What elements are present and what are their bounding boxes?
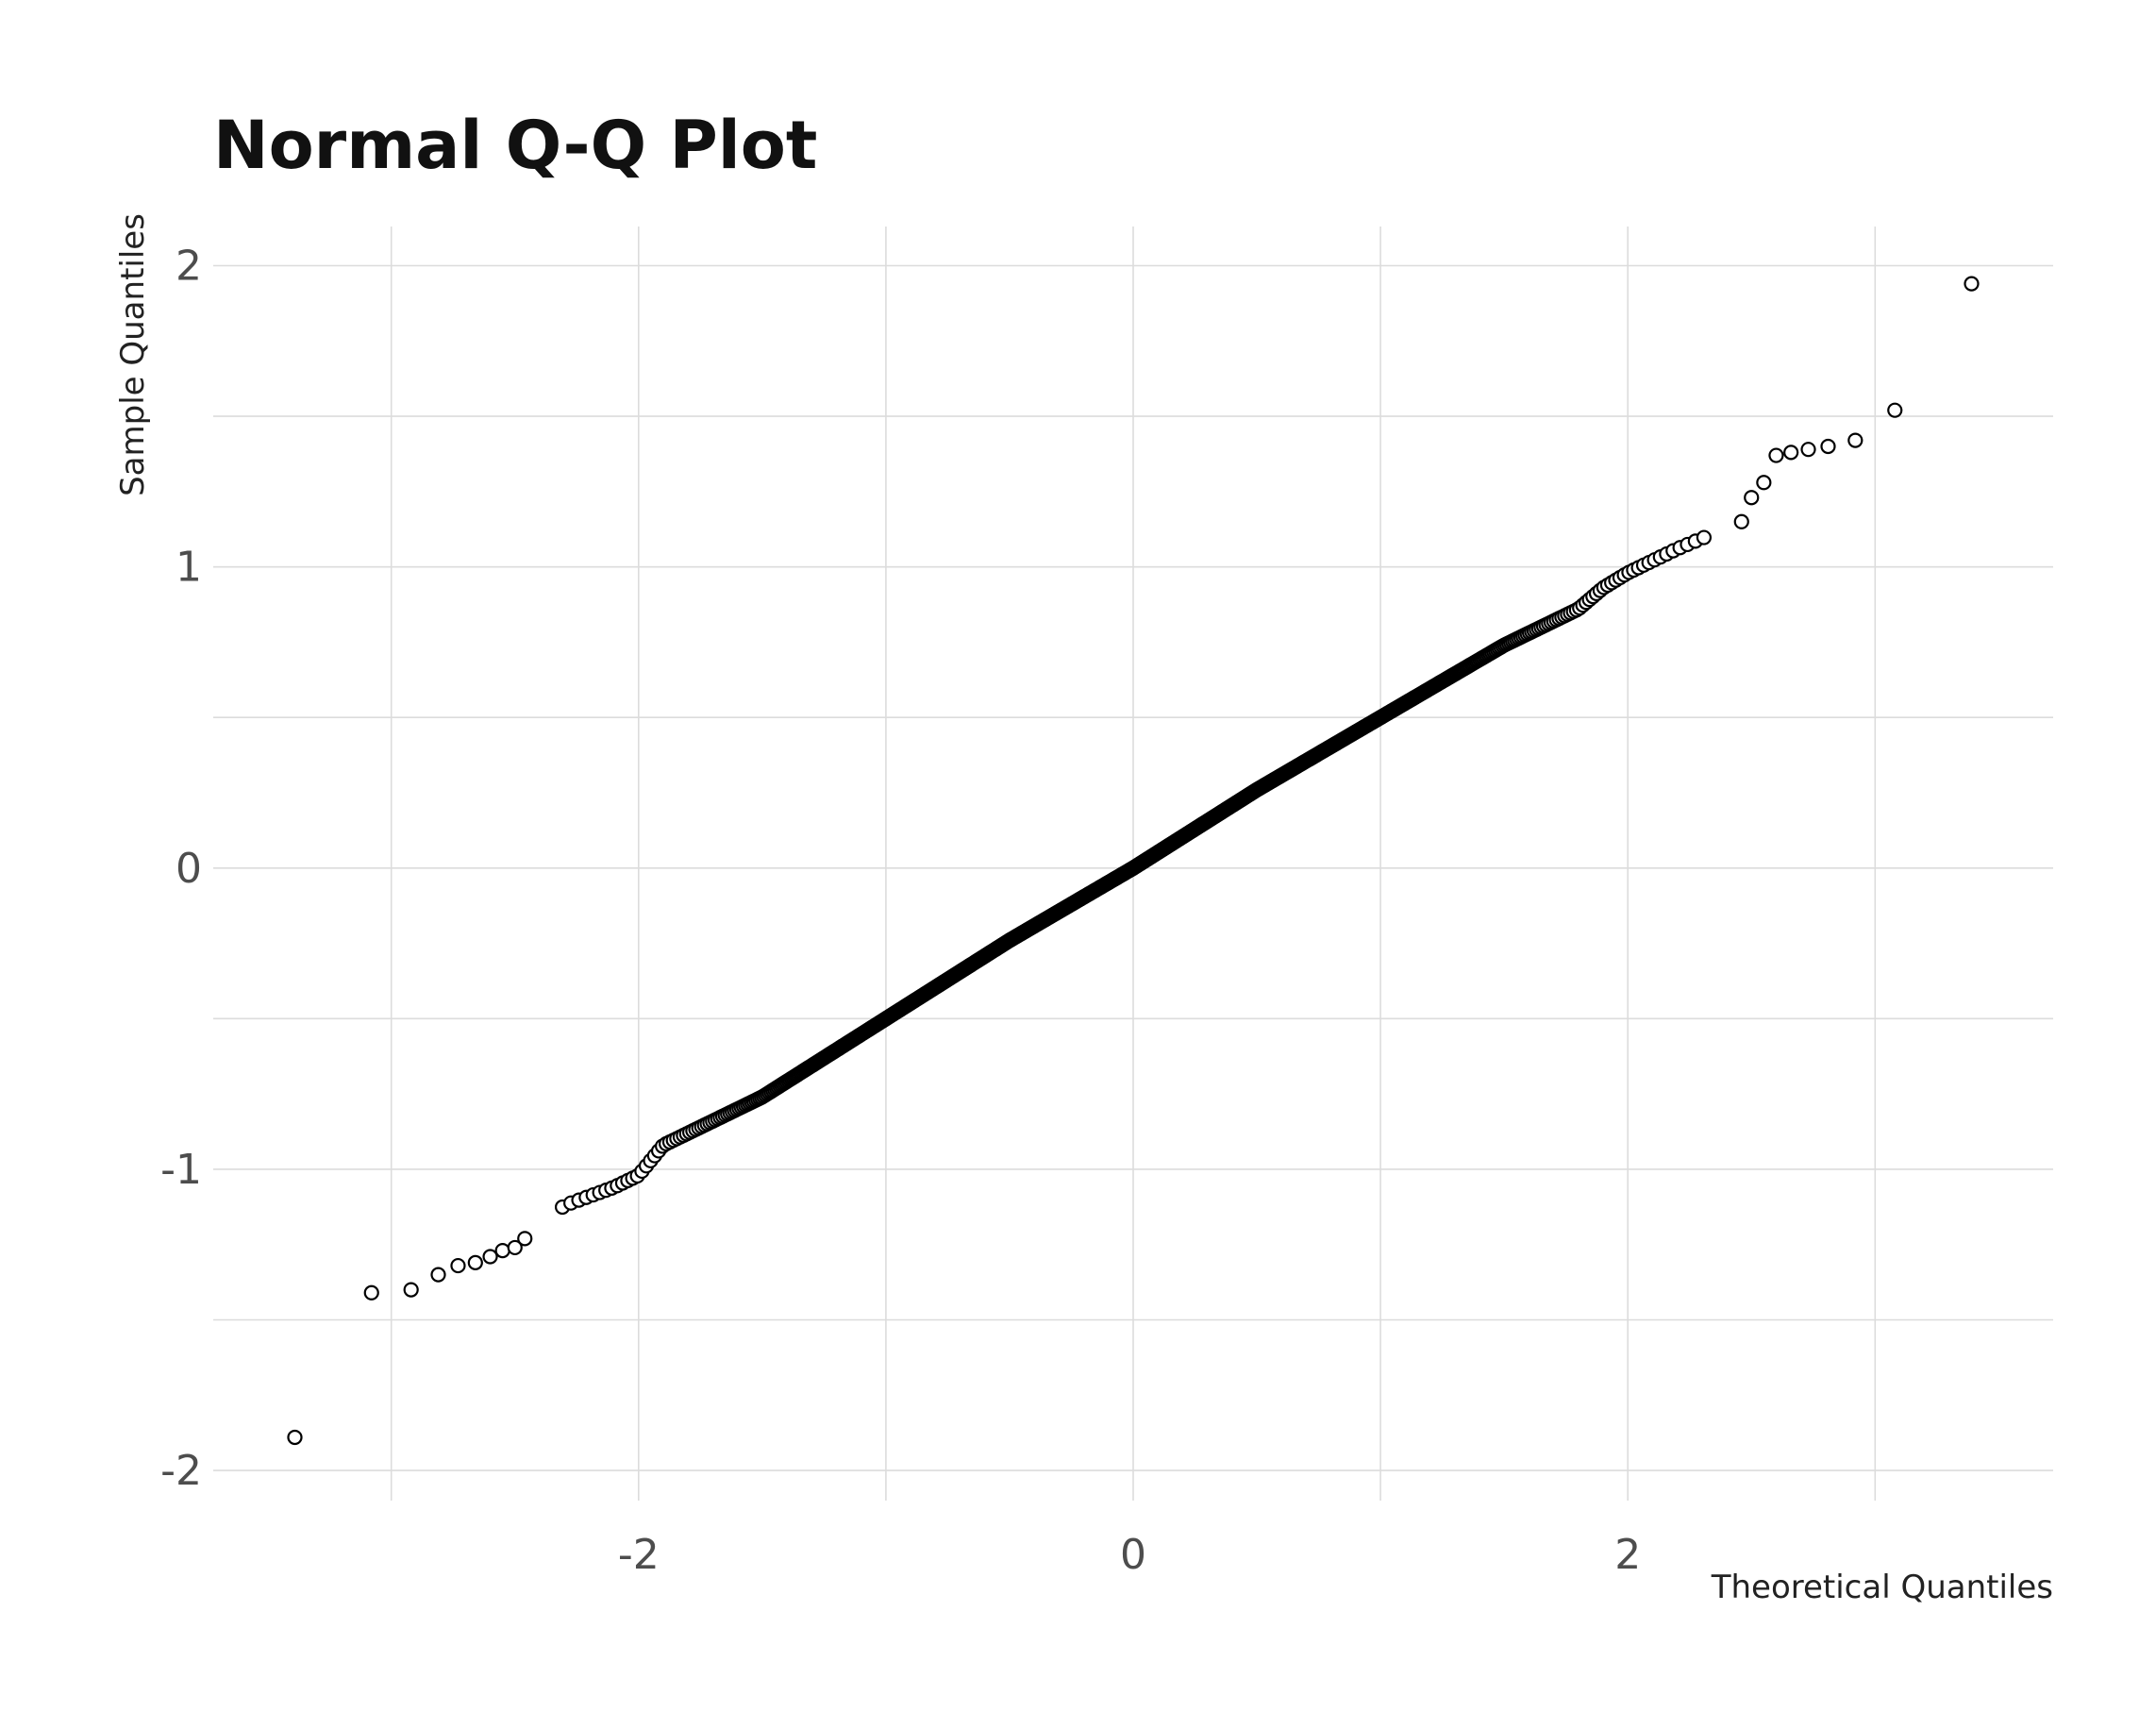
chart-title: Normal Q-Q Plot bbox=[213, 107, 817, 184]
qq-point bbox=[1887, 402, 1903, 418]
gridlines bbox=[213, 227, 2053, 1501]
y-axis-title: Sample Quantiles bbox=[114, 213, 152, 496]
x-tick-label: 0 bbox=[1120, 1531, 1146, 1579]
y-tick-label: -1 bbox=[160, 1146, 202, 1194]
qq-point bbox=[1756, 475, 1772, 491]
qq-point bbox=[517, 1231, 533, 1247]
qq-point bbox=[1964, 276, 1980, 292]
tick-labels: -2 0 2 -2 -1 0 1 2 bbox=[160, 242, 1641, 1579]
y-tick-label: 2 bbox=[175, 242, 202, 290]
data-points bbox=[287, 276, 1980, 1446]
qq-point bbox=[1800, 442, 1816, 458]
x-axis-title: Theoretical Quantiles bbox=[1711, 1569, 2053, 1606]
qq-point bbox=[287, 1429, 303, 1446]
y-tick-label: 1 bbox=[175, 544, 202, 592]
x-tick-label: 2 bbox=[1614, 1531, 1641, 1579]
qq-point bbox=[403, 1282, 419, 1298]
y-tick-label: 0 bbox=[175, 845, 202, 893]
qq-point bbox=[1696, 529, 1713, 545]
qq-point bbox=[482, 1249, 498, 1265]
qq-point bbox=[1733, 513, 1749, 529]
qq-point bbox=[467, 1254, 483, 1270]
qq-point bbox=[450, 1257, 466, 1274]
qq-point bbox=[1744, 490, 1760, 506]
qq-point bbox=[507, 1239, 523, 1256]
qq-point bbox=[1768, 447, 1784, 463]
qq-point bbox=[430, 1267, 446, 1283]
qq-point bbox=[1847, 432, 1864, 448]
qq-point bbox=[1783, 445, 1799, 461]
qq-point bbox=[494, 1243, 510, 1259]
qq-point bbox=[363, 1284, 379, 1301]
x-tick-label: -2 bbox=[618, 1531, 660, 1579]
y-tick-label: -2 bbox=[160, 1447, 202, 1495]
qq-point bbox=[1820, 438, 1836, 455]
